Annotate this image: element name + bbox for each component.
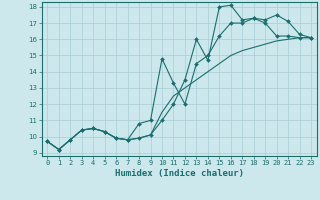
X-axis label: Humidex (Indice chaleur): Humidex (Indice chaleur)	[115, 169, 244, 178]
